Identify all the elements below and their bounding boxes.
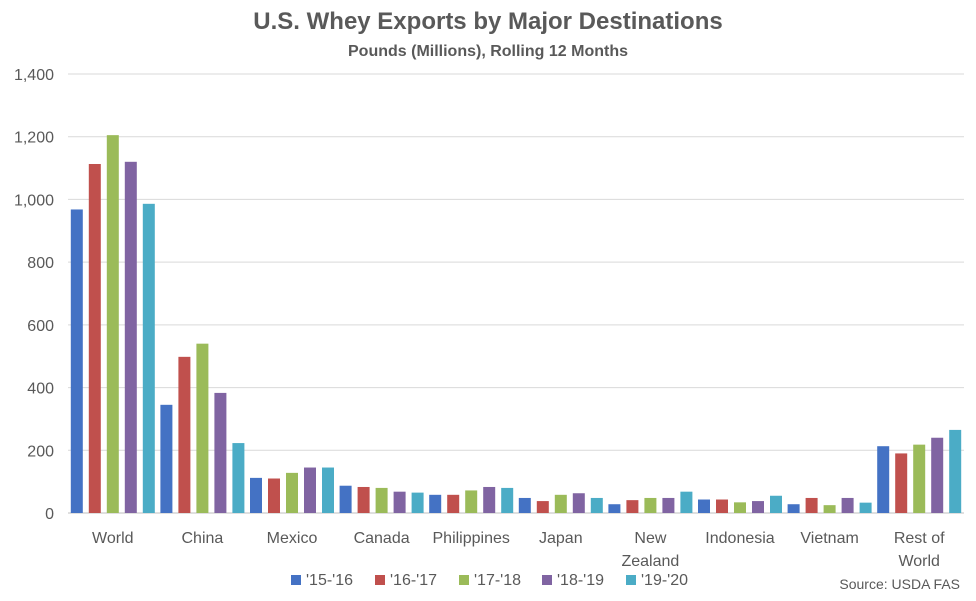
x-tick-label: Mexico	[267, 530, 318, 547]
bar	[142, 203, 155, 513]
bar	[304, 467, 316, 513]
y-tick-label: 1,200	[14, 130, 54, 147]
y-tick-label: 1,000	[14, 192, 54, 209]
bar	[483, 486, 496, 513]
y-tick-label: 600	[27, 318, 54, 335]
legend-swatch	[542, 575, 552, 585]
legend-label: '17-'18	[474, 572, 521, 589]
y-tick-label: 1,400	[14, 67, 54, 84]
x-tick-label: Japan	[539, 530, 583, 547]
bar	[447, 494, 460, 513]
bar	[823, 505, 836, 513]
bar	[716, 499, 728, 513]
legend-label: '16-'17	[390, 572, 437, 589]
bar	[214, 392, 227, 513]
bar	[178, 356, 191, 513]
y-tick-label: 200	[27, 443, 54, 460]
bar	[787, 504, 800, 513]
bar	[895, 453, 908, 513]
bar	[572, 493, 585, 513]
y-tick-label: 0	[45, 506, 54, 523]
bar	[429, 494, 442, 513]
bar	[662, 497, 675, 513]
legend-label: '19-'20	[641, 572, 688, 589]
chart-title: U.S. Whey Exports by Major Destinations	[253, 8, 723, 35]
bar	[196, 343, 209, 513]
bar	[375, 487, 388, 513]
source-note: Source: USDA FAS	[839, 576, 960, 592]
bar	[590, 497, 603, 513]
bar	[644, 497, 657, 513]
bar	[501, 487, 514, 513]
x-tick-label: Rest of	[894, 530, 945, 547]
bar	[698, 499, 710, 513]
x-tick-label: Indonesia	[705, 530, 774, 547]
x-tick-label: New	[634, 530, 666, 547]
legend-swatch	[626, 575, 636, 585]
bar	[70, 209, 83, 513]
bar	[339, 485, 352, 513]
legend-swatch	[291, 575, 301, 585]
bar	[286, 472, 298, 513]
bar	[734, 502, 746, 513]
bar	[411, 492, 424, 513]
legend-swatch	[375, 575, 385, 585]
bar	[160, 404, 173, 513]
bar	[536, 501, 549, 513]
legend-swatch	[459, 575, 469, 585]
bar	[250, 477, 262, 513]
bar	[106, 135, 119, 513]
x-tick-label: Philippines	[433, 530, 510, 547]
y-tick-label: 800	[27, 255, 54, 272]
bar	[357, 486, 370, 513]
x-tick-label: World	[92, 530, 134, 547]
bar	[608, 504, 621, 513]
bar	[877, 446, 890, 513]
bar	[124, 161, 137, 514]
bar	[626, 500, 639, 513]
bar	[88, 163, 101, 513]
bar	[393, 491, 406, 513]
bar	[931, 437, 944, 513]
bar	[465, 490, 478, 513]
x-tick-label: Canada	[354, 530, 410, 547]
legend-label: '18-'19	[557, 572, 604, 589]
bar	[554, 494, 567, 513]
bar	[232, 443, 245, 513]
bar	[913, 444, 926, 513]
x-tick-label: Vietnam	[800, 530, 858, 547]
bar	[859, 502, 872, 513]
x-tick-label: China	[181, 530, 223, 547]
bar	[518, 497, 531, 513]
bar	[268, 478, 280, 513]
bar	[752, 501, 764, 513]
bar	[322, 467, 334, 513]
bar	[949, 429, 962, 513]
y-tick-label: 400	[27, 381, 54, 398]
legend-label: '15-'16	[306, 572, 353, 589]
bar	[805, 497, 818, 513]
chart-subtitle: Pounds (Millions), Rolling 12 Months	[348, 43, 628, 60]
bar	[841, 497, 854, 513]
x-tick-label: World	[898, 553, 940, 570]
bar	[770, 495, 782, 513]
x-tick-label: Zealand	[621, 553, 679, 570]
bar	[680, 491, 693, 513]
